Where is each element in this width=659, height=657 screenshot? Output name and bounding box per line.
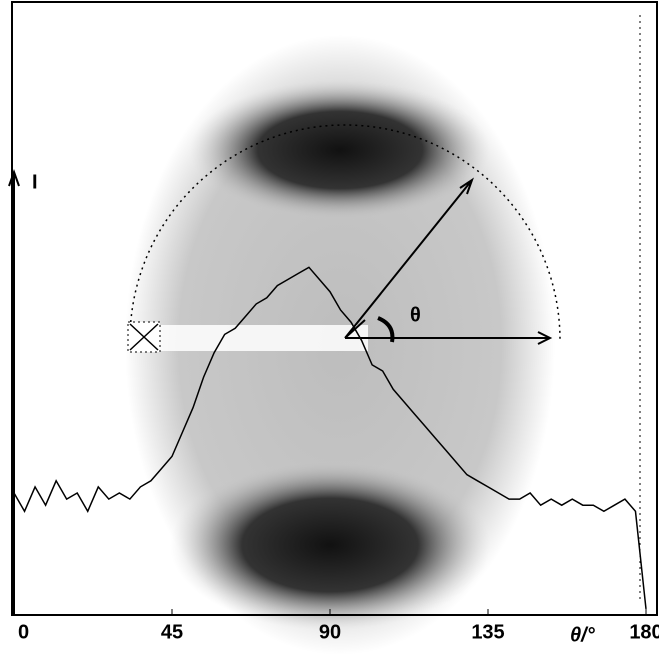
frame <box>11 1 658 616</box>
x-tick-label: 90 <box>319 621 341 643</box>
arc-bottom <box>170 460 490 630</box>
cross <box>129 323 159 351</box>
x-tick-label: 0 <box>18 621 29 643</box>
dashed-arc <box>129 124 561 341</box>
arc-top <box>190 80 490 220</box>
y-axis-label: I <box>32 171 38 193</box>
x-tick-label: 135 <box>471 621 504 643</box>
angle-arrow <box>377 316 395 343</box>
direction-arrows <box>344 177 553 345</box>
x-tick-label: 45 <box>161 621 183 643</box>
diffraction-pattern <box>125 35 555 655</box>
intensity-line <box>13 266 647 609</box>
x-tick-label: 180 <box>629 621 659 643</box>
y-axis-arrow <box>8 169 20 615</box>
angle-annotation: θ <box>410 304 421 326</box>
beam-stop <box>128 325 368 351</box>
x-axis-label: θ/° <box>570 624 596 646</box>
